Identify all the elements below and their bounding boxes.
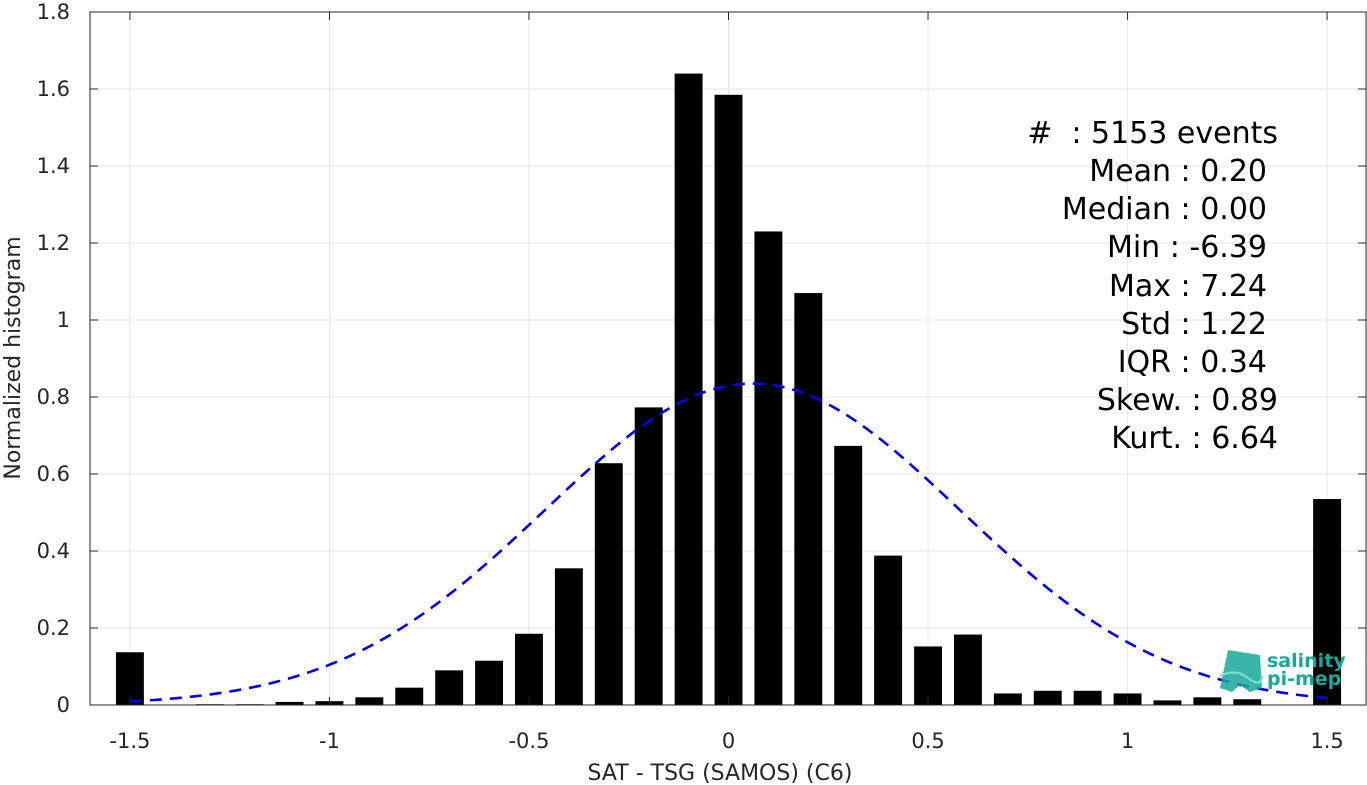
histogram-bar [554, 568, 583, 705]
histogram-bar [874, 555, 903, 705]
histogram-bar [754, 231, 783, 705]
histogram-bar [794, 293, 823, 705]
histogram-bar [714, 94, 743, 705]
histogram-bar [674, 73, 703, 706]
logo-line2: pi-mep [1267, 668, 1341, 690]
histogram-bar [435, 670, 464, 705]
y-tick-label: 0.6 [37, 462, 70, 486]
logo-wave-icon [1219, 671, 1263, 684]
logo-line1: salinity [1267, 650, 1346, 672]
histogram-bar [1193, 697, 1222, 705]
y-tick-label: 0.2 [37, 616, 70, 640]
histogram-bar [115, 652, 144, 705]
histogram-bar [953, 634, 982, 705]
x-tick-label: -1.5 [109, 729, 150, 753]
axes [89, 11, 1367, 706]
histogram-bar [1233, 699, 1262, 705]
histogram-bar [594, 463, 623, 705]
x-tick-label: 1 [1121, 729, 1134, 753]
y-tick-labels: 0 0.2 0.4 0.6 0.8 1 1.2 1.4 1.6 1.8 [37, 0, 70, 717]
histogram-bar [834, 445, 863, 705]
stat-median: Median : 0.00 [1062, 192, 1267, 227]
salinity-pi-mep-logo: salinity pi-mep [1219, 650, 1346, 692]
stat-iqr: IQR : 0.34 [1118, 345, 1267, 380]
y-tick-label: 1.4 [37, 154, 70, 178]
histogram-bar [395, 687, 424, 705]
histogram-bar [993, 693, 1022, 705]
x-tick-labels: -1.5 -1 -0.5 0 0.5 1 1.5 [109, 729, 1343, 753]
stat-events: # : 5153 events [1027, 116, 1278, 151]
y-tick-label: 1.2 [37, 231, 70, 255]
stat-mean: Mean : 0.20 [1089, 154, 1267, 189]
x-tick-label: -0.5 [508, 729, 549, 753]
x-tick-label: -1 [319, 729, 340, 753]
histogram-bar [275, 701, 304, 705]
histogram-bar [355, 697, 384, 705]
y-tick-label: 0 [57, 693, 70, 717]
y-tick-label: 1.8 [37, 0, 70, 24]
histogram-bar [914, 646, 942, 705]
histogram-bar [1313, 499, 1342, 705]
histogram-bar [475, 660, 504, 705]
y-tick-label: 1.6 [37, 77, 70, 101]
histogram-bar [1153, 700, 1182, 705]
bars [115, 73, 1342, 706]
stat-kurt: Kurt. : 6.64 [1111, 421, 1278, 456]
x-tick-label: 0.5 [911, 729, 944, 753]
histogram-bar [634, 407, 663, 705]
y-tick-label: 0.4 [37, 539, 70, 563]
stat-max: Max : 7.24 [1109, 269, 1267, 304]
histogram-bar [1073, 690, 1102, 705]
stat-min: Min : -6.39 [1107, 230, 1267, 265]
histogram-bar [515, 633, 543, 705]
histogram-bar [1033, 690, 1062, 705]
y-axis-title: Normalized histogram [1, 236, 26, 479]
x-tick-label: 0 [722, 729, 735, 753]
stat-skew: Skew. : 0.89 [1097, 383, 1278, 418]
stat-std: Std : 1.22 [1121, 307, 1267, 342]
stats-box: # : 5153 events Mean : 0.20 Median : 0.0… [1027, 116, 1278, 456]
y-tick-label: 0.8 [37, 385, 70, 409]
gaussian-fit-curve [129, 382, 1328, 703]
y-tick-label: 1 [57, 308, 70, 332]
x-tick-label: 1.5 [1310, 729, 1343, 753]
x-axis-title: SAT - TSG (SAMOS) (C6) [588, 761, 853, 785]
